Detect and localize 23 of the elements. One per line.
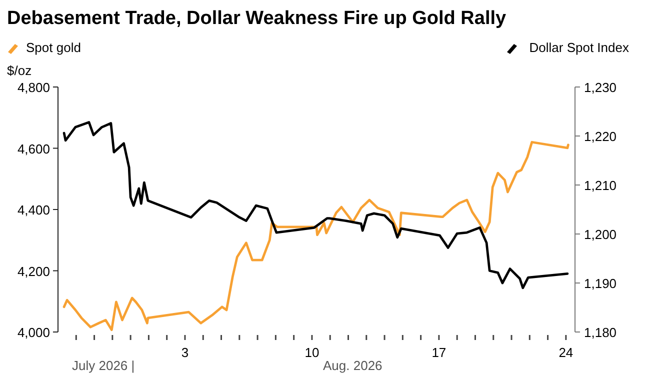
y-tick-label: 4,200 [17,264,50,279]
text: July 2026 | [72,358,135,373]
y2-tick-label: 1,230 [584,80,617,95]
y-axis-title: $/oz [7,63,32,78]
y2-tick-label: 1,210 [584,178,617,193]
y2-tick-label: 1,220 [584,129,617,144]
y2-tick-label: 1,190 [584,276,617,291]
line-series [62,140,570,332]
x-tick-label: 10 [304,345,320,360]
chart-title: Debasement Trade, Dollar Weakness Fire up Gold Rally [7,8,507,29]
y-tick-label: 4,000 [17,325,50,340]
legend-label: Dollar Spot Index [529,40,630,55]
y2-tick-label: 1,180 [584,325,617,340]
y2-tick-label: 1,200 [584,227,617,242]
x-tick-label: 3 [181,345,189,360]
y-tick-label: 4,400 [17,202,50,218]
text: Aug. 2026 [323,358,382,373]
y-tick-label: 4,800 [17,80,50,95]
y-tick-label: 4,600 [17,141,50,156]
x-tick-label: 17 [432,345,446,360]
legend-label: Spot gold [26,40,81,55]
x-tick-label: 24 [558,345,574,360]
line-series [62,121,569,290]
